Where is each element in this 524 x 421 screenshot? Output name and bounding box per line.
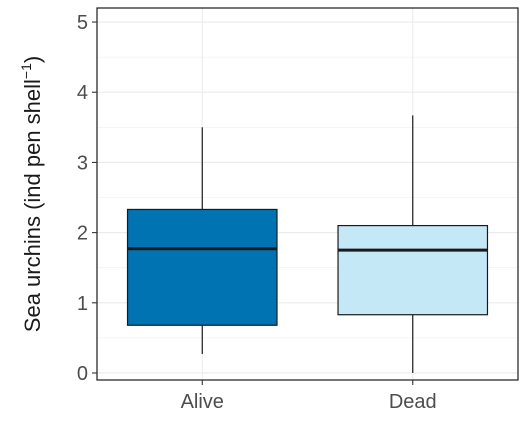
box-iqr [338, 226, 487, 315]
y-axis-title-close: ) [20, 56, 45, 63]
y-axis: 0 1 2 3 4 5 [77, 12, 97, 385]
x-tick-label: Dead [389, 391, 437, 413]
y-tick-label: 2 [77, 223, 88, 245]
box-iqr [128, 209, 277, 325]
y-tick-label: 0 [77, 363, 88, 385]
y-tick-label: 3 [77, 152, 88, 174]
y-tick-label: 1 [77, 293, 88, 315]
x-tick-label: Alive [181, 391, 224, 413]
y-tick-label: 4 [77, 82, 88, 104]
y-axis-title-superscript: −1 [18, 63, 34, 79]
x-axis: Alive Dead [181, 380, 437, 413]
y-tick-label: 5 [77, 12, 88, 34]
y-axis-title-main: Sea urchins (ind pen shell [20, 79, 45, 332]
y-axis-title: Sea urchins (ind pen shell−1) [18, 56, 45, 332]
